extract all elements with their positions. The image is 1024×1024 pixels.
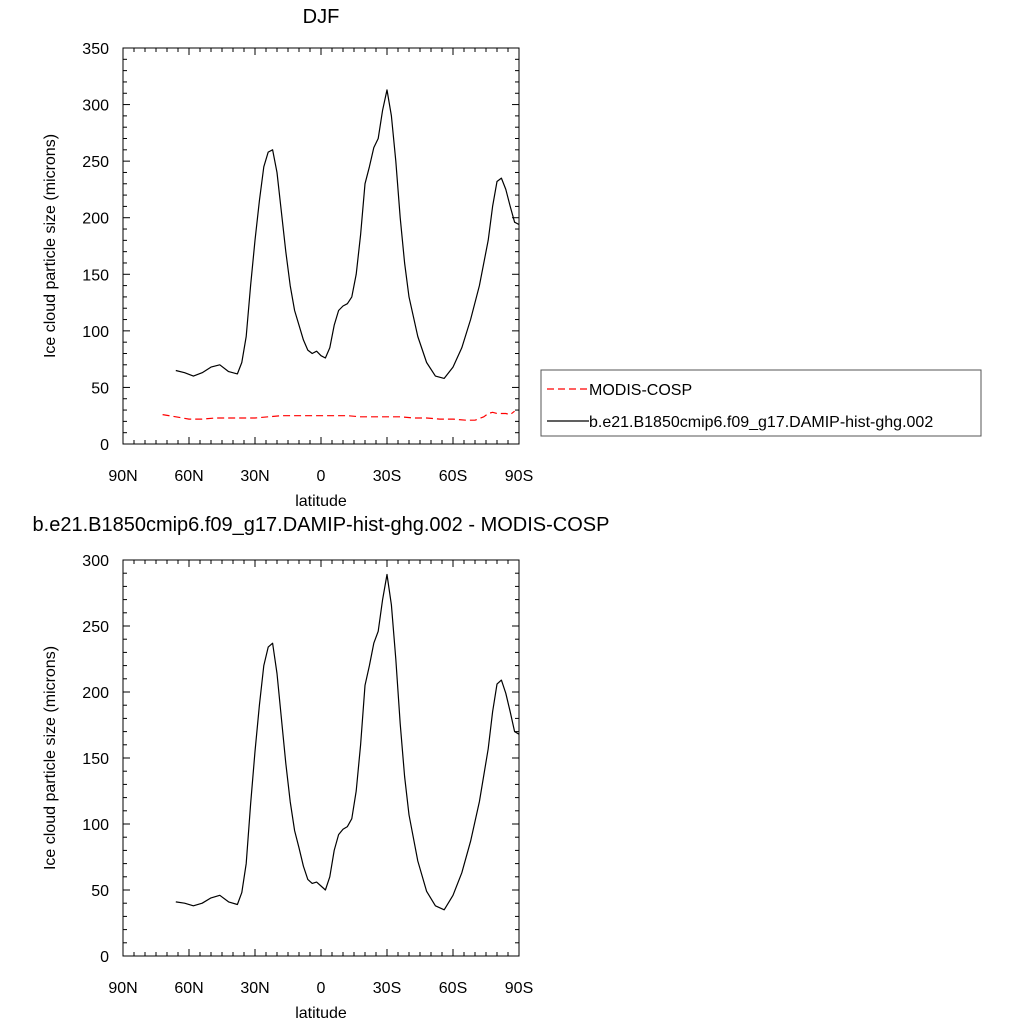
y-tick-label: 100	[82, 324, 109, 341]
x-tick-label: 0	[317, 980, 326, 997]
series-line-1	[162, 410, 515, 421]
y-tick-label: 350	[82, 41, 109, 58]
series-line-2	[175, 89, 520, 379]
y-tick-label: 250	[82, 154, 109, 171]
y-tick-label: 50	[91, 883, 109, 900]
legend-label: b.e21.B1850cmip6.f09_g17.DAMIP-hist-ghg.…	[589, 414, 933, 431]
chart-title: DJF	[303, 6, 340, 28]
y-axis-label: Ice cloud particle size (microns)	[42, 646, 59, 870]
x-tick-label: 30S	[373, 980, 401, 997]
x-tick-label: 90N	[108, 468, 137, 485]
y-tick-label: 300	[82, 98, 109, 115]
y-axis-label: Ice cloud particle size (microns)	[42, 134, 59, 358]
x-tick-label: 90S	[505, 468, 533, 485]
legend-label: MODIS-COSP	[589, 382, 692, 399]
x-axis-label: latitude	[295, 493, 347, 510]
chart-panel-1: 90N 60N 30N 0 30S 60S 90S 0 50 100 150 200 250 300 350…	[42, 6, 982, 510]
plot-frame	[122, 559, 520, 957]
x-tick-label: 30S	[373, 468, 401, 485]
y-tick-label: 0	[100, 949, 109, 966]
x-tick-label: 60N	[174, 980, 203, 997]
y-tick-label: 0	[100, 437, 109, 454]
y-tick-label: 150	[82, 751, 109, 768]
y-tick-label: 50	[91, 380, 109, 397]
x-tick-label: 60S	[439, 468, 467, 485]
x-axis-label: latitude	[295, 1005, 347, 1022]
series-line-1	[175, 573, 520, 911]
x-tick-label: 30N	[240, 980, 269, 997]
y-tick-label: 250	[82, 619, 109, 636]
y-tick-label: 200	[82, 211, 109, 228]
plot-frame	[122, 47, 520, 445]
chart-title: b.e21.B1850cmip6.f09_g17.DAMIP-hist-ghg.…	[33, 514, 610, 536]
y-tick-label: 100	[82, 817, 109, 834]
y-tick-label: 300	[82, 553, 109, 570]
x-tick-label: 0	[317, 468, 326, 485]
y-tick-label: 200	[82, 685, 109, 702]
chart-panel-2: 90N 60N 30N 0 30S 60S 90S 0 50 100 150 200 250 300 b.e…	[33, 514, 610, 1022]
x-tick-label: 60S	[439, 980, 467, 997]
x-tick-label: 90S	[505, 980, 533, 997]
x-tick-label: 90N	[108, 980, 137, 997]
legend-box	[540, 369, 982, 437]
x-tick-label: 60N	[174, 468, 203, 485]
y-tick-label: 150	[82, 267, 109, 284]
x-tick-label: 30N	[240, 468, 269, 485]
legend: MODIS-COSP b.e21.B1850cmip6.f09_g17.DAMIP…	[540, 369, 982, 437]
